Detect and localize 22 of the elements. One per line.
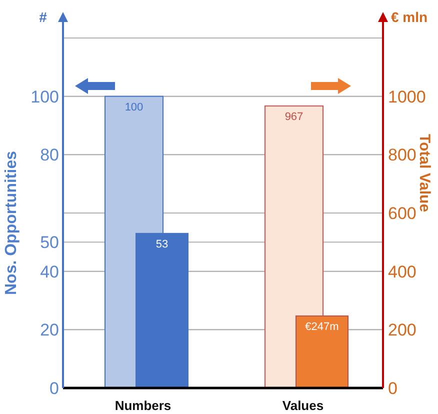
y2-tick-label: 200 xyxy=(388,320,416,340)
x-tick-label: Numbers xyxy=(114,398,172,413)
y-tick-label: 80 xyxy=(40,146,59,165)
y-tick-label: 20 xyxy=(40,320,59,340)
y2-axis-title: Total Value xyxy=(416,134,433,212)
y-tick-label: 50 xyxy=(40,233,59,252)
y-tick-label: 0 xyxy=(50,379,59,398)
data-label: €247m xyxy=(305,320,339,333)
y2-tick-label: 800 xyxy=(388,146,416,165)
text: # xyxy=(39,9,48,25)
data-label: 967 xyxy=(284,110,304,123)
y-tick-label: 100 xyxy=(30,87,59,106)
y2-tick-label: 1000 xyxy=(388,87,426,106)
y2-tick-label: 600 xyxy=(388,204,416,223)
data-label: 53 xyxy=(156,238,168,250)
data-label: 100 xyxy=(124,101,144,114)
text: € mln xyxy=(391,9,428,25)
x-tick-label: Values xyxy=(282,398,324,413)
y-axis-title: Nos. Opportunities xyxy=(3,150,20,295)
y2-tick-label: 400 xyxy=(388,262,416,282)
y2-tick-label: 0 xyxy=(388,379,398,398)
y-tick-label: 40 xyxy=(40,262,59,282)
